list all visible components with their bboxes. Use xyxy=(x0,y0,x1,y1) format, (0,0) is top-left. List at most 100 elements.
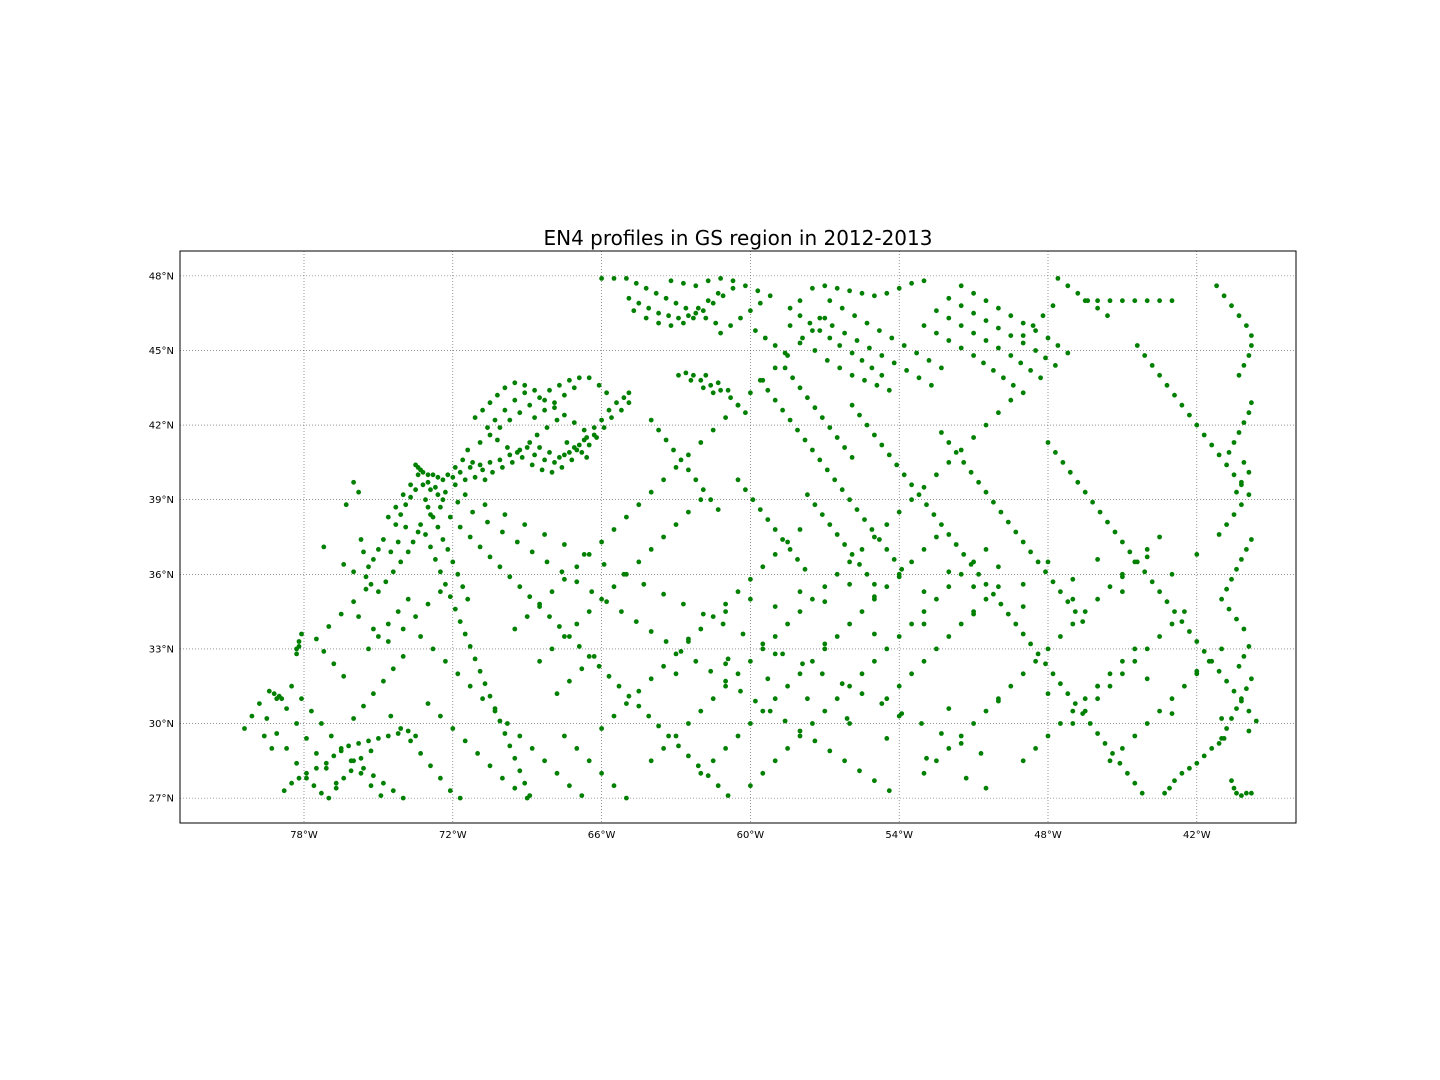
profile-point xyxy=(438,775,443,781)
profile-point xyxy=(998,509,1004,515)
profile-point xyxy=(562,542,567,547)
profile-point xyxy=(249,713,255,719)
profile-point xyxy=(1172,392,1177,398)
profile-point xyxy=(958,571,964,577)
profile-point xyxy=(1132,559,1138,565)
profile-point xyxy=(847,497,852,503)
profile-point xyxy=(879,442,885,448)
profile-point xyxy=(886,788,892,794)
profile-point xyxy=(467,534,473,540)
profile-point xyxy=(1169,298,1175,304)
profile-point xyxy=(1194,639,1200,644)
profile-point xyxy=(1229,716,1234,721)
profile-point xyxy=(599,276,604,281)
profile-point xyxy=(762,335,768,341)
profile-point xyxy=(886,452,892,458)
profile-point xyxy=(477,440,483,445)
profile-point xyxy=(1169,711,1175,716)
profile-point xyxy=(485,519,490,525)
profile-point xyxy=(428,544,433,550)
profile-point xyxy=(633,280,639,286)
profile-point xyxy=(554,417,560,423)
profile-point xyxy=(1065,599,1071,605)
profile-point xyxy=(842,445,847,450)
profile-point xyxy=(857,412,862,418)
profile-point xyxy=(567,634,572,639)
profile-point xyxy=(1157,634,1162,639)
profile-point xyxy=(1020,333,1026,338)
profile-point xyxy=(1244,323,1249,328)
profile-point xyxy=(1045,559,1051,565)
profile-point xyxy=(1045,646,1051,652)
profile-point xyxy=(418,634,423,639)
profile-point xyxy=(596,382,602,388)
profile-point xyxy=(1221,293,1227,299)
profile-point xyxy=(614,400,619,406)
profile-point xyxy=(1219,596,1224,602)
profile-point xyxy=(482,502,488,508)
profile-point xyxy=(1157,298,1162,304)
profile-point xyxy=(802,566,808,572)
profile-point xyxy=(636,300,642,306)
profile-point xyxy=(765,676,771,682)
profile-point xyxy=(946,295,952,301)
profile-point xyxy=(946,634,952,639)
profile-point xyxy=(487,693,493,699)
profile-point xyxy=(567,678,572,684)
profile-point xyxy=(673,300,679,306)
profile-point xyxy=(983,708,989,714)
profile-point xyxy=(465,596,471,602)
profile-point xyxy=(403,524,409,530)
profile-point xyxy=(381,780,386,786)
profile-point xyxy=(646,305,652,311)
profile-point xyxy=(738,315,743,321)
profile-point xyxy=(889,335,895,341)
y-ticks-group: 27°N 30°N 33°N 36°N 39°N 42°N 45°N 48°N xyxy=(149,271,174,804)
profile-point xyxy=(601,425,607,430)
profile-point xyxy=(646,713,652,719)
profile-point xyxy=(562,634,567,639)
profile-point xyxy=(542,457,547,463)
profile-point xyxy=(289,780,294,786)
profile-point xyxy=(636,502,642,508)
profile-point xyxy=(549,646,555,652)
x-tick-label: 42°W xyxy=(1183,830,1211,841)
profile-point xyxy=(673,465,679,470)
profile-point xyxy=(1008,683,1014,689)
profile-point xyxy=(323,760,329,766)
profile-point xyxy=(648,629,654,634)
profile-point xyxy=(1058,681,1063,687)
profile-point xyxy=(661,746,666,751)
profile-point xyxy=(787,305,793,311)
profile-point xyxy=(333,785,339,791)
profile-point xyxy=(698,497,704,503)
profile-point xyxy=(400,492,406,498)
profile-point xyxy=(388,549,394,555)
profile-point xyxy=(274,696,280,702)
profile-point xyxy=(681,280,686,286)
profile-point xyxy=(817,457,823,463)
profile-point xyxy=(837,365,843,371)
profile-point xyxy=(1234,566,1239,572)
profile-point xyxy=(403,502,409,508)
profile-point xyxy=(619,609,624,614)
profile-point xyxy=(574,564,580,570)
profile-point xyxy=(1241,626,1247,632)
profile-point xyxy=(822,315,828,321)
profile-point xyxy=(812,502,818,508)
profile-point xyxy=(624,701,629,706)
profile-point xyxy=(472,474,478,480)
profile-point xyxy=(522,382,528,388)
profile-point xyxy=(891,557,897,562)
profile-point xyxy=(611,713,617,719)
profile-point xyxy=(346,743,351,749)
profile-point xyxy=(1219,736,1224,741)
profile-point xyxy=(1107,584,1113,590)
profile-point xyxy=(368,748,374,754)
profile-point xyxy=(1058,721,1063,726)
profile-point xyxy=(571,420,577,425)
profile-point xyxy=(562,392,567,398)
profile-point xyxy=(557,382,562,388)
profile-point xyxy=(1055,343,1061,348)
profile-point xyxy=(884,584,890,590)
